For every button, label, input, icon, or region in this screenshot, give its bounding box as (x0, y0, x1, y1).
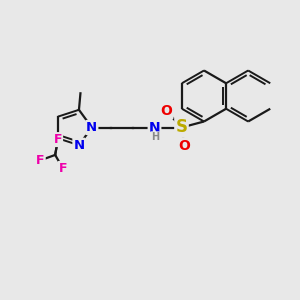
Text: N: N (86, 121, 98, 134)
Text: O: O (178, 139, 190, 152)
Text: O: O (160, 104, 172, 118)
Text: H: H (151, 132, 159, 142)
Text: N: N (149, 121, 160, 134)
Text: F: F (59, 162, 67, 175)
Text: F: F (36, 154, 45, 167)
Text: N: N (74, 139, 85, 152)
Text: F: F (54, 133, 62, 146)
Text: S: S (176, 118, 188, 136)
